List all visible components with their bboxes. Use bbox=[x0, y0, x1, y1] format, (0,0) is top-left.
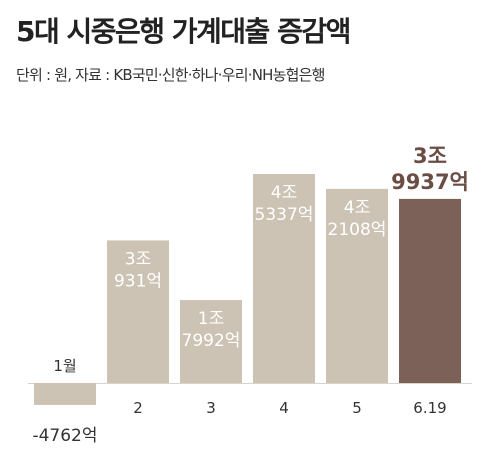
value-label-3: 4조 5337억 bbox=[255, 183, 314, 225]
value-label-0: -4762억 bbox=[32, 426, 97, 446]
bar-1 bbox=[107, 240, 169, 383]
category-label-1: 2 bbox=[133, 399, 143, 417]
bar-0 bbox=[34, 383, 96, 405]
category-label-0: 1월 bbox=[53, 357, 76, 375]
value-label-1: 3조 931억 bbox=[114, 249, 162, 291]
bar-2 bbox=[180, 300, 242, 383]
category-label-5: 6.19 bbox=[413, 399, 446, 417]
category-label-3: 4 bbox=[279, 399, 289, 417]
chart-title: 5대 시중은행 가계대출 증감액 bbox=[16, 15, 351, 48]
bar-3 bbox=[253, 174, 315, 383]
value-label-5: 3조 9937억 bbox=[391, 144, 469, 194]
bar-5 bbox=[399, 198, 461, 383]
bar-4 bbox=[326, 188, 388, 383]
chart-subtitle: 단위 : 원, 자료 : KB국민·신한·하나·우리·NH농협은행 bbox=[16, 66, 325, 84]
category-label-2: 3 bbox=[206, 399, 216, 417]
value-label-4: 4조 2108억 bbox=[328, 198, 387, 240]
category-label-4: 5 bbox=[352, 399, 362, 417]
value-label-2: 1조 7992억 bbox=[182, 309, 241, 351]
